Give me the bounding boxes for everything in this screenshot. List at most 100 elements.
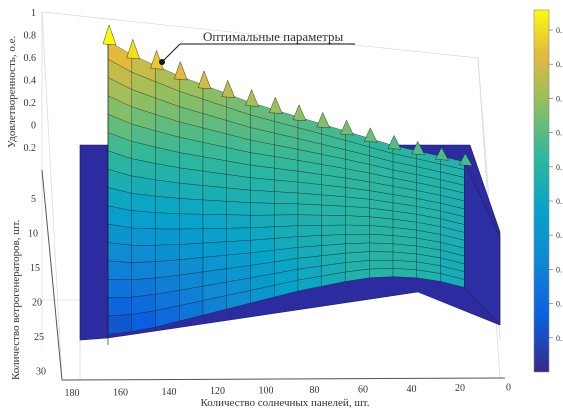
- surface-cell: [107, 260, 132, 281]
- surface-cell: [179, 182, 204, 201]
- ridge-spike: [268, 96, 283, 114]
- x-tick-label: 120: [210, 386, 225, 397]
- ridge-spike: [126, 38, 141, 60]
- colorbar-gradient: [533, 9, 550, 373]
- surface-cell: [179, 213, 204, 230]
- surface-cell: [250, 190, 275, 204]
- x-tick-label: 160: [113, 387, 128, 398]
- surface-cell: [202, 199, 227, 215]
- colorbar-tick-label: 0.: [556, 300, 562, 309]
- z-tick-label: 0.4: [24, 76, 37, 87]
- surface-cell: [321, 204, 346, 216]
- surface-cell: [392, 268, 417, 278]
- surface-cell: [274, 214, 299, 227]
- surface-cell: [369, 251, 394, 261]
- colorbar-tick-label: 0.: [556, 94, 562, 103]
- z-tick-label: 0.6: [24, 53, 37, 64]
- y-axis-line: [41, 169, 63, 381]
- surface-cell: [107, 314, 132, 335]
- y-tick-label: 20: [32, 298, 42, 309]
- surface-cell: [345, 234, 370, 244]
- surface-cell: [297, 192, 322, 206]
- colorbar-tick-label: 0.: [556, 334, 562, 343]
- y-tick-label: 15: [30, 263, 40, 274]
- colorbar-tick-label: 0.: [556, 197, 562, 206]
- x-tick-label: 60: [358, 384, 368, 395]
- z-tick-label: 1: [31, 8, 36, 19]
- surface-cell: [297, 225, 322, 237]
- z-axis-label: Удовлетворенность, о.е.: [6, 36, 18, 148]
- surface-cell: [345, 215, 370, 226]
- surface-cell: [179, 167, 204, 186]
- surface-cell: [179, 228, 204, 245]
- annotation-label: Оптимальные параметры: [203, 29, 343, 44]
- surface-cell: [179, 242, 204, 260]
- surface-cell: [369, 225, 394, 236]
- surface-cell: [131, 193, 156, 213]
- z-tick-label: 0.2: [24, 143, 37, 154]
- z-axis-ticks: 1 0.8 0.6 0.4 0.2 0 0.2: [24, 8, 37, 154]
- surface-cell: [345, 242, 370, 254]
- ridge-spike: [363, 127, 378, 143]
- ridge-spike: [387, 134, 402, 150]
- surface-cell: [297, 235, 322, 248]
- x-tick-label: 180: [65, 388, 80, 399]
- z-tick-label: 0: [31, 121, 36, 132]
- y-tick-label: 10: [28, 229, 38, 240]
- surface-cell: [155, 228, 180, 246]
- ridge-spike: [173, 60, 188, 81]
- y-tick-label: 30: [36, 367, 46, 378]
- surface-cell: [345, 224, 370, 235]
- ridge-spike: [197, 70, 212, 90]
- surface-cell: [131, 261, 156, 281]
- surface-cell: [369, 234, 394, 244]
- surface-cell: [202, 228, 227, 244]
- y-tick-label: 5: [31, 194, 36, 205]
- optimum-marker: [159, 59, 165, 65]
- surface-edge: [464, 161, 501, 326]
- colorbar: 0. 0. 0. 0. 0. 0. 0. 0. 0. 0.: [533, 9, 562, 373]
- colorbar-tick-label: 0.: [556, 231, 562, 240]
- surface-cell: [202, 214, 227, 229]
- surface-cell: [274, 225, 299, 239]
- surface-cell: [274, 203, 299, 216]
- y-tick-label: 25: [34, 332, 44, 343]
- surface-cell: [202, 241, 227, 258]
- surface-cell: [226, 240, 251, 256]
- surface-cell: [155, 259, 180, 279]
- ridge-spike: [340, 119, 354, 136]
- y-axis-label: Количество ветрогенераторов, шт.: [10, 219, 22, 380]
- surface-cell: [226, 187, 251, 203]
- surface-cell: [297, 203, 322, 216]
- z-tick-label: 0.8: [24, 31, 37, 42]
- x-tick-label: 40: [407, 384, 417, 395]
- surface-cell: [369, 268, 394, 278]
- surface-cell: [131, 245, 156, 263]
- surface-cell: [369, 260, 394, 270]
- x-tick-label: 20: [455, 383, 465, 394]
- x-axis-line: [61, 377, 506, 381]
- x-axis-ticks: 180 160 140 120 100 80 60 40 20 0: [65, 383, 512, 399]
- surface-cell: [202, 185, 227, 202]
- surface-cell: [155, 196, 180, 214]
- colorbar-tick-label: 0.: [556, 26, 562, 35]
- ridge-spike: [458, 152, 473, 166]
- ridge-spikes: [102, 24, 473, 166]
- surface-cell: [107, 297, 132, 317]
- surface-cell: [274, 191, 299, 205]
- x-axis-label: Количество солнечных панелей, шт.: [200, 397, 369, 409]
- surface-cell: [107, 279, 132, 298]
- surface-cell: [226, 227, 251, 242]
- surface-cell: [226, 201, 251, 216]
- colorbar-tick-label: 0.: [556, 129, 562, 138]
- surface-cell: [226, 214, 251, 229]
- y-axis-ticks: 5 10 15 20 25 30: [28, 194, 46, 378]
- surface-cell: [155, 212, 180, 230]
- ridge-spike: [245, 88, 259, 107]
- x-tick-label: 100: [259, 386, 274, 397]
- surface-cell: [392, 260, 417, 271]
- x-tick-label: 0: [506, 383, 511, 394]
- surface-cell: [250, 177, 275, 192]
- ridge-spike: [316, 111, 331, 129]
